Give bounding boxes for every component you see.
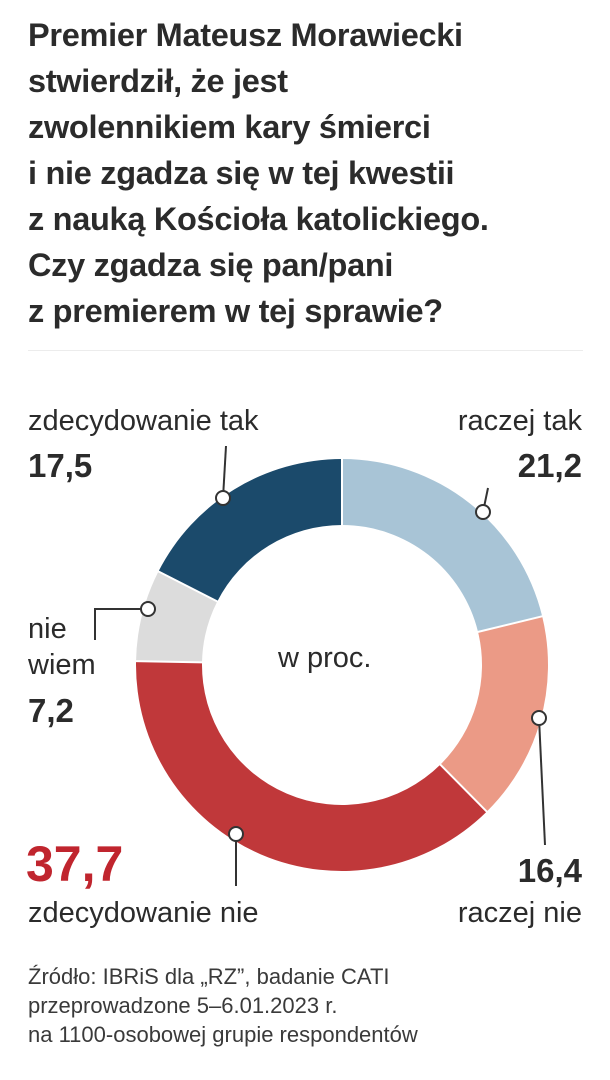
value-raczej-nie: 16,4 — [517, 852, 582, 889]
leader-dot-zdecydowanie-tak — [215, 490, 231, 506]
leader-dot-zdecydowanie-nie — [228, 826, 244, 842]
slice-raczej-tak — [342, 459, 543, 632]
value-zdecydowanie-nie: 37,7 — [26, 836, 124, 892]
leader-line-zdecydowanie-tak — [222, 445, 227, 499]
label-zdecydowanie-tak: zdecydowanie tak — [28, 405, 259, 437]
slice-separator — [135, 660, 204, 664]
divider — [28, 350, 583, 351]
value-nie-wiem: 7,2 — [28, 692, 74, 729]
source-line: Źródło: IBRiS dla „RZ”, badanie CATI — [28, 964, 390, 989]
leader-dot-nie-wiem — [140, 601, 156, 617]
title-line: zwolennikiem kary śmierci — [28, 109, 431, 145]
label-raczej-nie: raczej nie — [457, 897, 582, 929]
title-line: z nauką Kościoła katolickiego. — [28, 201, 489, 237]
slice-zdecydowanie-tak — [158, 459, 342, 602]
label-nie-wiem-line2: wiem — [28, 649, 96, 681]
slice-separator — [157, 570, 219, 603]
slice-separator — [438, 763, 489, 813]
title-line: stwierdził, że jest — [28, 63, 288, 99]
title-line: Czy zgadza się pan/pani — [28, 247, 394, 283]
center-label: w proc. — [278, 642, 372, 674]
slice-separator — [476, 615, 544, 634]
slice-zdecydowanie-nie — [135, 661, 487, 871]
source-line: na 1100-osobowej grupie respondentów — [28, 1022, 418, 1047]
label-zdecydowanie-nie: zdecydowanie nie — [28, 897, 259, 929]
value-zdecydowanie-tak: 17,5 — [28, 447, 93, 484]
slice-nie-wiem — [136, 571, 218, 663]
title-line: z premierem w tej sprawie? — [28, 293, 443, 329]
source-line: przeprowadzone 5–6.01.2023 r. — [28, 993, 338, 1018]
title-line: Premier Mateusz Morawiecki — [28, 17, 463, 53]
value-raczej-tak: 21,2 — [517, 447, 582, 484]
title-line: i nie zgadza się w tej kwestii — [28, 155, 455, 191]
leader-dot-raczej-tak — [475, 504, 491, 520]
label-nie-wiem-line1: nie — [28, 613, 67, 645]
slice-raczej-nie — [440, 616, 548, 812]
label-raczej-tak: raczej tak — [457, 405, 582, 437]
source-note: Źródło: IBRiS dla „RZ”, badanie CATI prz… — [28, 962, 588, 1049]
leader-dot-raczej-nie — [531, 710, 547, 726]
leader-line-nie-wiem — [94, 608, 148, 640]
chart-title: Premier Mateusz Morawiecki stwierdził, ż… — [28, 12, 598, 334]
leader-line-raczej-nie — [538, 717, 546, 846]
